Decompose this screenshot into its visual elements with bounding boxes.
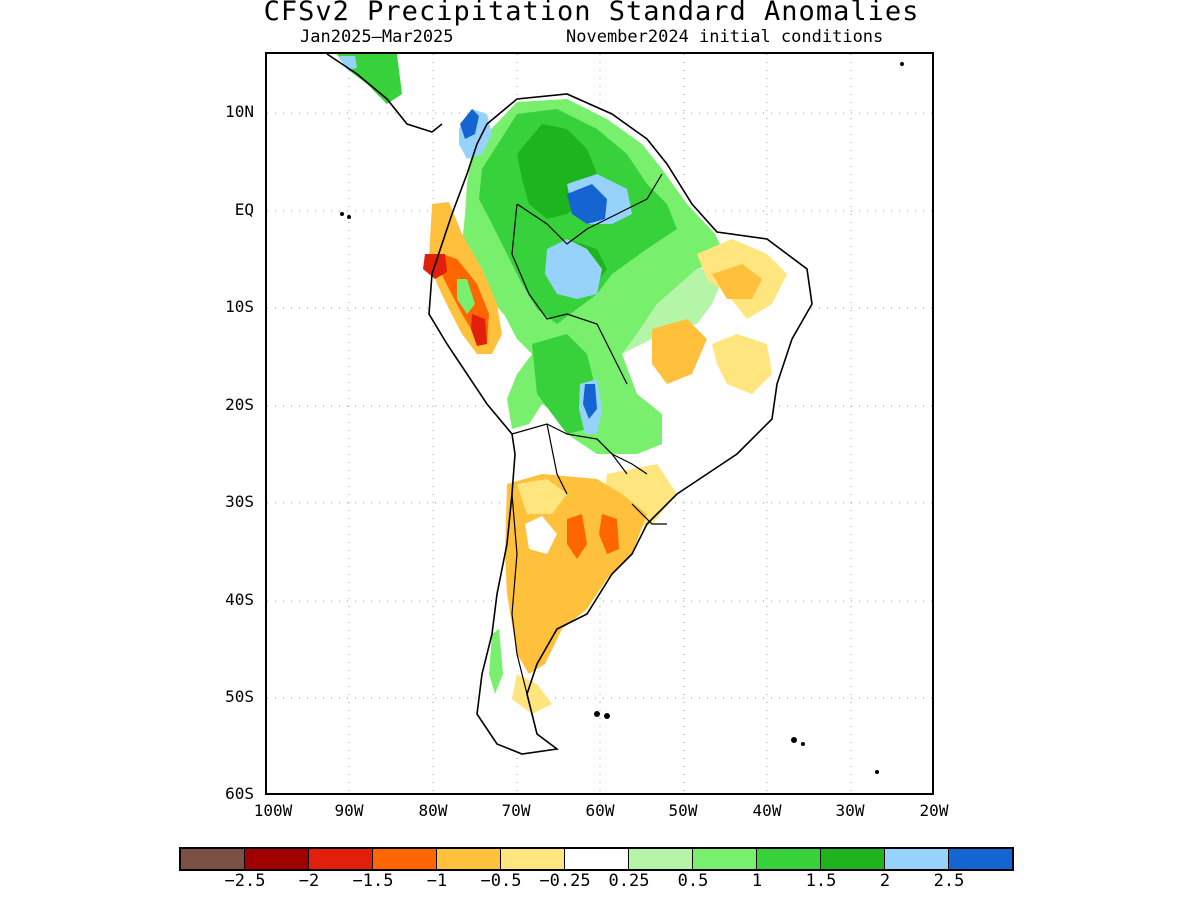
anomaly-wet-2.5	[460, 109, 479, 139]
anomaly-wet-central-america	[339, 56, 357, 70]
x-tick-label: 80W	[418, 801, 448, 820]
x-tick-label: 70W	[501, 801, 531, 820]
colorbar-label: −0.5	[480, 871, 522, 891]
y-tick-label: 40S	[225, 590, 254, 609]
anomaly-dry-east-brazil	[712, 334, 772, 394]
anomaly-dry-argentina	[517, 479, 567, 514]
x-tick-label: 100W	[253, 801, 293, 820]
colorbar-swatch	[245, 849, 309, 869]
y-tick-label: 60S	[225, 784, 254, 803]
y-tick-label: 10S	[225, 297, 254, 316]
colorbar-label: 0.25	[608, 871, 650, 891]
coastlines	[326, 54, 813, 755]
x-tick-label: 20W	[919, 801, 949, 820]
x-tick-label: 60W	[585, 801, 615, 820]
anomaly-wet-2.5	[583, 384, 597, 419]
anomaly-dry-argentina	[525, 516, 557, 554]
colorbar-swatch	[501, 849, 565, 869]
islands	[340, 62, 904, 774]
colorbar-label: 2.5	[933, 871, 965, 891]
forecast-period: Jan2025–Mar2025	[300, 27, 454, 47]
anomaly-dry-1.5	[471, 314, 487, 346]
colorbar-swatch	[309, 849, 373, 869]
colorbar-swatch	[437, 849, 501, 869]
y-tick-label: 30S	[225, 492, 254, 511]
colorbar-swatch	[885, 849, 949, 869]
colorbar-swatch	[373, 849, 437, 869]
colorbar-label: 1.5	[805, 871, 837, 891]
colorbar-swatch	[821, 849, 885, 869]
y-tick-label: 10N	[225, 102, 254, 121]
colorbar-label: 0.5	[677, 871, 709, 891]
colorbar-swatch	[181, 849, 245, 869]
colorbar-label: 2	[879, 871, 891, 891]
colorbar	[179, 847, 1014, 871]
anomaly-dry-argentina	[512, 674, 552, 714]
colorbar-label: 1	[751, 871, 763, 891]
anomaly-wet-0.25	[622, 269, 727, 354]
anomaly-wet-2.5	[567, 184, 607, 224]
anomaly-wet-2	[545, 239, 602, 299]
anomaly-dry-east-brazil	[652, 319, 707, 384]
x-tick-label: 30W	[835, 801, 865, 820]
country-borders	[511, 173, 667, 695]
anomaly-dry-east-brazil	[712, 264, 762, 299]
y-tick-label: 20S	[225, 395, 254, 414]
y-tick-label: 50S	[225, 687, 254, 706]
anomaly-dry-argentina	[599, 514, 619, 554]
x-tick-label: 50W	[668, 801, 698, 820]
colorbar-label: −2.5	[224, 871, 266, 891]
chart-title: CFSv2 Precipitation Standard Anomalies	[263, 0, 920, 27]
x-tick-label: 90W	[334, 801, 364, 820]
colorbar-swatch	[757, 849, 821, 869]
colorbar-swatch	[629, 849, 693, 869]
colorbar-label: −0.25	[539, 871, 591, 891]
colorbar-swatch	[949, 849, 1012, 869]
y-tick-label: EQ	[234, 200, 254, 219]
colorbar-label: −2	[298, 871, 320, 891]
colorbar-label: −1.5	[352, 871, 394, 891]
colorbar-label: −1	[426, 871, 448, 891]
initial-conditions: November2024 initial conditions	[566, 27, 884, 47]
x-tick-label: 40W	[752, 801, 782, 820]
anomaly-wet-peru	[457, 279, 475, 314]
anomaly-map	[265, 52, 934, 795]
anomaly-wet-chile	[489, 629, 503, 694]
colorbar-swatch	[693, 849, 757, 869]
anomaly-dry-argentina	[567, 514, 587, 559]
colorbar-swatch	[565, 849, 629, 869]
map-canvas	[267, 54, 932, 793]
